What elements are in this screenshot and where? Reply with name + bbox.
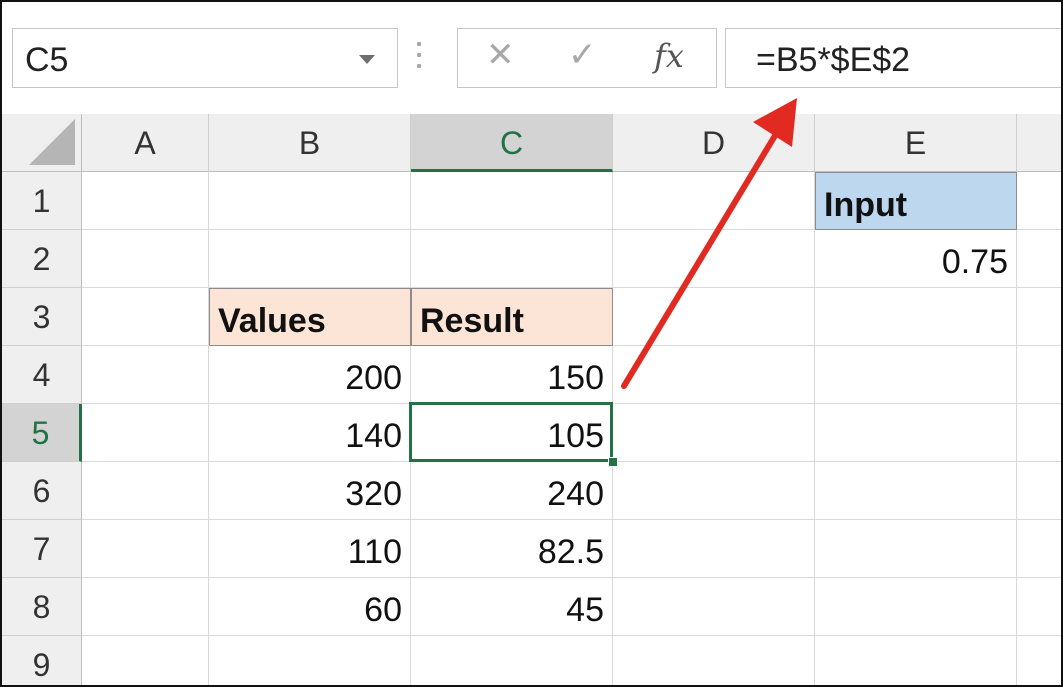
cell-c7[interactable]: 82.5 — [411, 520, 613, 578]
cell-e6[interactable] — [815, 462, 1017, 520]
row-header-7[interactable]: 7 — [2, 520, 82, 578]
check-icon[interactable]: ✓ — [568, 36, 597, 74]
cell-e5[interactable] — [815, 404, 1017, 462]
cell-c6[interactable]: 240 — [411, 462, 613, 520]
name-box[interactable]: C5 — [12, 28, 398, 88]
cell-a5[interactable] — [82, 404, 209, 462]
formula-buttons: ✕ ✓ fx — [457, 28, 717, 88]
row-header-3[interactable]: 3 — [2, 288, 82, 346]
cell-c8[interactable]: 45 — [411, 578, 613, 636]
cell-a2[interactable] — [82, 230, 209, 288]
cell-f1[interactable] — [1017, 172, 1061, 230]
cell-f7[interactable] — [1017, 520, 1061, 578]
cell-b8[interactable]: 60 — [209, 578, 411, 636]
row-header-2[interactable]: 2 — [2, 230, 82, 288]
row-header-4[interactable]: 4 — [2, 346, 82, 404]
name-box-value: C5 — [25, 41, 69, 79]
cell-e7[interactable] — [815, 520, 1017, 578]
cell-d7[interactable] — [613, 520, 815, 578]
row-header-6[interactable]: 6 — [2, 462, 82, 520]
cell-d5[interactable] — [613, 404, 815, 462]
select-all-button[interactable] — [2, 114, 82, 172]
formula-bar: C5 ✕ ✓ fx =B5*$E$2 — [2, 2, 1061, 114]
cell-d3[interactable] — [613, 288, 815, 346]
cell-e9[interactable] — [815, 636, 1017, 685]
cell-f6[interactable] — [1017, 462, 1061, 520]
cell-a1[interactable] — [82, 172, 209, 230]
x-icon[interactable]: ✕ — [486, 36, 515, 74]
drag-handle-icon[interactable] — [415, 42, 423, 72]
row-header-5[interactable]: 5 — [2, 404, 82, 462]
cell-f5[interactable] — [1017, 404, 1061, 462]
cell-a9[interactable] — [82, 636, 209, 685]
cell-a3[interactable] — [82, 288, 209, 346]
arrow-head — [753, 98, 797, 147]
cell-d1[interactable] — [613, 172, 815, 230]
cell-d6[interactable] — [613, 462, 815, 520]
cell-f3[interactable] — [1017, 288, 1061, 346]
cell-e1[interactable]: Input — [815, 172, 1017, 230]
cell-a8[interactable] — [82, 578, 209, 636]
cell-b3[interactable]: Values — [209, 288, 411, 346]
column-header-c[interactable]: C — [411, 114, 613, 172]
cell-d2[interactable] — [613, 230, 815, 288]
cell-b2[interactable] — [209, 230, 411, 288]
cell-d4[interactable] — [613, 346, 815, 404]
fill-handle[interactable] — [608, 457, 618, 467]
cell-b4[interactable]: 200 — [209, 346, 411, 404]
chevron-down-icon[interactable] — [359, 55, 375, 64]
column-header-f[interactable] — [1017, 114, 1061, 172]
cell-e4[interactable] — [815, 346, 1017, 404]
cell-f4[interactable] — [1017, 346, 1061, 404]
column-header-b[interactable]: B — [209, 114, 411, 172]
cell-d9[interactable] — [613, 636, 815, 685]
cell-c3[interactable]: Result — [411, 288, 613, 346]
row-header-8[interactable]: 8 — [2, 578, 82, 636]
cell-c1[interactable] — [411, 172, 613, 230]
cell-b7[interactable]: 110 — [209, 520, 411, 578]
column-header-e[interactable]: E — [815, 114, 1017, 172]
insert-function-icon[interactable]: fx — [654, 37, 684, 75]
formula-input[interactable]: =B5*$E$2 — [725, 28, 1061, 88]
cell-d8[interactable] — [613, 578, 815, 636]
cell-a6[interactable] — [82, 462, 209, 520]
cell-b1[interactable] — [209, 172, 411, 230]
cell-c4[interactable]: 150 — [411, 346, 613, 404]
column-header-a[interactable]: A — [82, 114, 209, 172]
cell-c9[interactable] — [411, 636, 613, 685]
cell-c2[interactable] — [411, 230, 613, 288]
formula-text: =B5*$E$2 — [756, 41, 911, 79]
cell-e8[interactable] — [815, 578, 1017, 636]
arrow-shaft — [621, 131, 779, 389]
cell-b9[interactable] — [209, 636, 411, 685]
row-header-1[interactable]: 1 — [2, 172, 82, 230]
cell-f8[interactable] — [1017, 578, 1061, 636]
cell-a4[interactable] — [82, 346, 209, 404]
row-header-9[interactable]: 9 — [2, 636, 82, 685]
cell-b6[interactable]: 320 — [209, 462, 411, 520]
cell-f2[interactable] — [1017, 230, 1061, 288]
cell-a7[interactable] — [82, 520, 209, 578]
cell-e2[interactable]: 0.75 — [815, 230, 1017, 288]
cell-e3[interactable] — [815, 288, 1017, 346]
